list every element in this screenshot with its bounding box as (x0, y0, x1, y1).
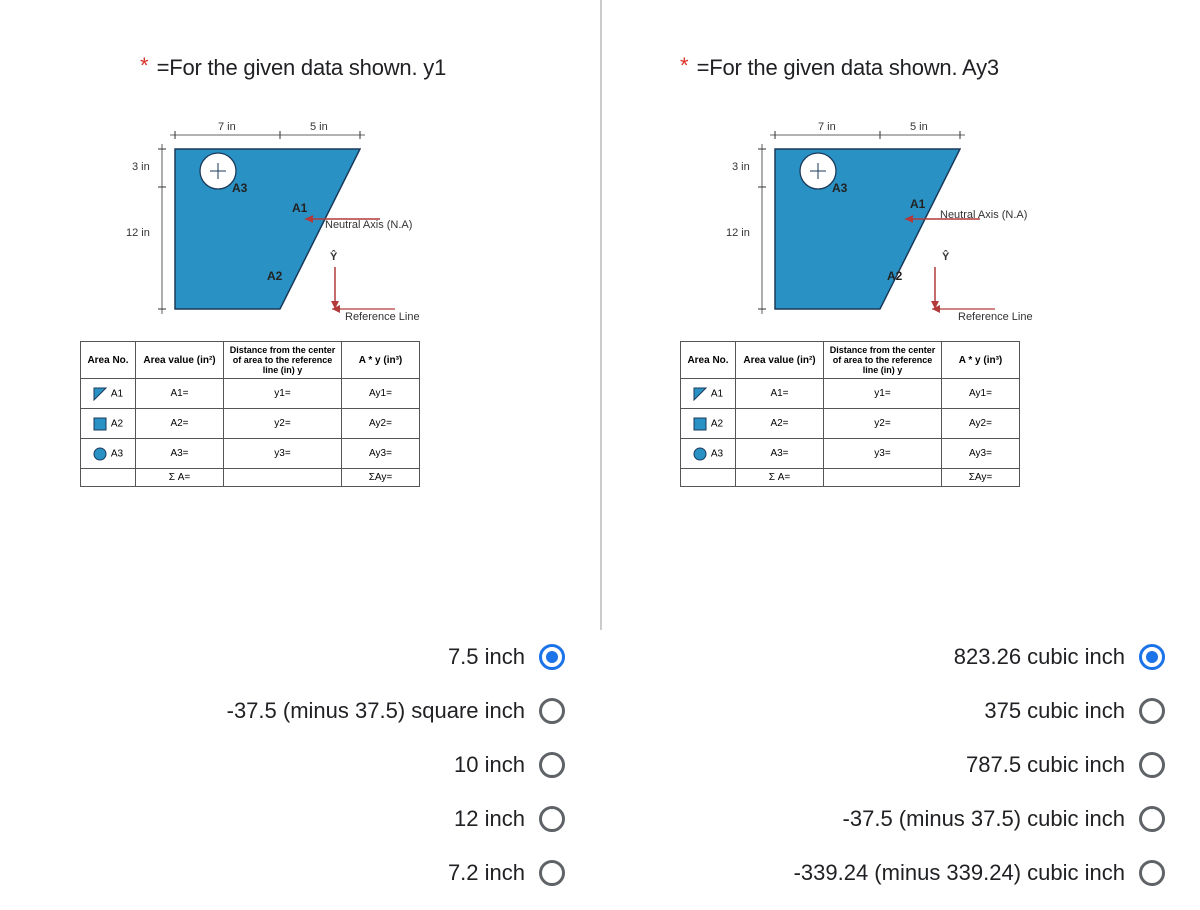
option: 10 inch (10, 738, 565, 792)
label-ref: Reference Line (958, 311, 1033, 323)
table-row: A1 A1= y1= Ay1= (81, 379, 420, 409)
question-text: =For the given data shown. y1 (157, 55, 447, 81)
dim-left-full: 12 in (126, 227, 150, 239)
radio-button[interactable] (1139, 860, 1165, 886)
th-areaval: Area value (in²) (736, 342, 824, 379)
label-a1: A1 (910, 197, 925, 211)
table-row: A1 A1= y1= Ay1= (681, 379, 1020, 409)
th-areano: Area No. (681, 342, 736, 379)
radio-button[interactable] (539, 806, 565, 832)
table-row: A2 A2= y2= Ay2= (81, 409, 420, 439)
table-row-sum: Σ A= ΣAy= (81, 469, 420, 487)
diagram: 7 in 5 in 3 in 12 in A3 A1 A2 Neutral Ax… (110, 119, 490, 329)
radio-button[interactable] (539, 644, 565, 670)
label-ref: Reference Line (345, 311, 420, 323)
label-a2: A2 (887, 269, 902, 283)
table-row: A3 A3= y3= Ay3= (81, 439, 420, 469)
figure-right: 7 in 5 in 3 in 12 in A3 A1 A2 Neutral Ax… (680, 119, 1120, 514)
option: 7.5 inch (10, 630, 565, 684)
label-na: Neutral Axis (N.A) (325, 219, 412, 231)
label-a3: A3 (832, 181, 847, 195)
question-panel-ay3: * =For the given data shown. Ay3 (600, 0, 1200, 910)
table-row: A3 A3= y3= Ay3= (681, 439, 1020, 469)
label-a2: A2 (267, 269, 282, 283)
options-right: 823.26 cubic inch 375 cubic inch 787.5 c… (610, 630, 1165, 900)
dim-top-left: 7 in (818, 121, 836, 133)
dim-top-left: 7 in (218, 121, 236, 133)
option: -37.5 (minus 37.5) cubic inch (610, 792, 1165, 846)
label-a3: A3 (232, 181, 247, 195)
option: -339.24 (minus 339.24) cubic inch (610, 846, 1165, 900)
radio-button[interactable] (1139, 806, 1165, 832)
option: 12 inch (10, 792, 565, 846)
dim-left-full: 12 in (726, 227, 750, 239)
dim-top-right: 5 in (310, 121, 328, 133)
radio-button[interactable] (539, 752, 565, 778)
option: -37.5 (minus 37.5) square inch (10, 684, 565, 738)
shape-svg (710, 119, 1090, 329)
dim-top-right: 5 in (910, 121, 928, 133)
options-left: 7.5 inch -37.5 (minus 37.5) square inch … (10, 630, 565, 900)
shape-svg (110, 119, 490, 329)
th-ay: A * y (in³) (942, 342, 1020, 379)
area-table: Area No. Area value (in²) Distance from … (680, 341, 1020, 487)
label-ybar: Ŷ (330, 251, 337, 263)
cell-a3-name: A3 (81, 439, 136, 469)
option: 7.2 inch (10, 846, 565, 900)
th-areano: Area No. (81, 342, 136, 379)
radio-button[interactable] (539, 698, 565, 724)
th-ay: A * y (in³) (342, 342, 420, 379)
dim-left-top: 3 in (732, 161, 750, 173)
radio-button[interactable] (539, 860, 565, 886)
question-row: * =For the given data shown. Ay3 (610, 10, 1190, 91)
option: 823.26 cubic inch (610, 630, 1165, 684)
dim-left-top: 3 in (132, 161, 150, 173)
label-ybar: Ŷ (942, 251, 949, 263)
question-text: =For the given data shown. Ay3 (697, 55, 999, 81)
radio-button[interactable] (1139, 752, 1165, 778)
label-na: Neutral Axis (N.A) (940, 209, 1027, 221)
label-a1: A1 (292, 201, 307, 215)
area-table: Area No. Area value (in²) Distance from … (80, 341, 420, 487)
question-panel-y1: * =For the given data shown. y1 (0, 0, 600, 910)
th-areaval: Area value (in²) (136, 342, 224, 379)
option: 375 cubic inch (610, 684, 1165, 738)
option: 787.5 cubic inch (610, 738, 1165, 792)
table-row: A2 A2= y2= Ay2= (681, 409, 1020, 439)
table-row-sum: Σ A= ΣAy= (681, 469, 1020, 487)
diagram: 7 in 5 in 3 in 12 in A3 A1 A2 Neutral Ax… (710, 119, 1090, 329)
radio-button[interactable] (1139, 698, 1165, 724)
radio-button[interactable] (1139, 644, 1165, 670)
required-asterisk: * (680, 55, 689, 77)
cell-a1-name: A1 (81, 379, 136, 409)
figure-left: 7 in 5 in 3 in 12 in A3 A1 A2 Neutral Ax… (80, 119, 520, 514)
required-asterisk: * (140, 55, 149, 77)
th-dist: Distance from the center of area to the … (824, 342, 942, 379)
th-dist: Distance from the center of area to the … (224, 342, 342, 379)
question-row: * =For the given data shown. y1 (10, 10, 590, 91)
cell-a2-name: A2 (81, 409, 136, 439)
